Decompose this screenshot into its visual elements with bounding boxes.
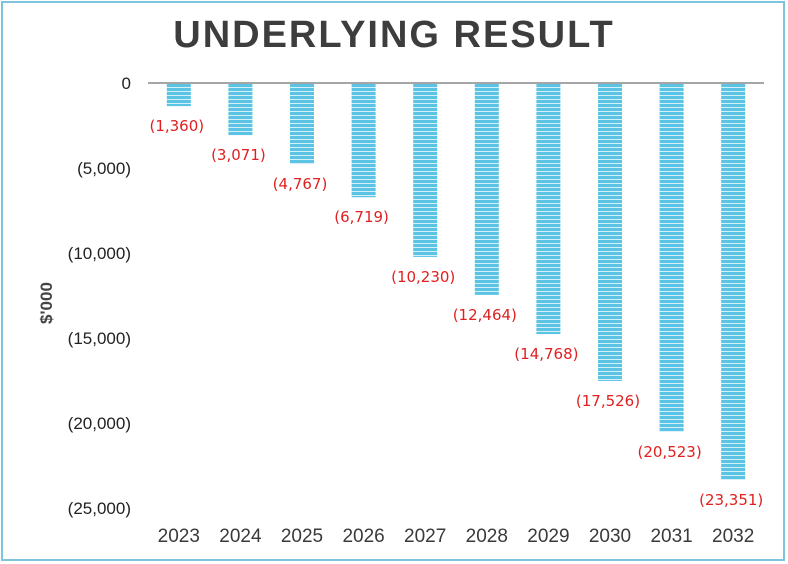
bar bbox=[474, 83, 499, 295]
bar bbox=[536, 83, 561, 335]
bar bbox=[659, 83, 684, 432]
data-label: (6,719) bbox=[334, 208, 389, 226]
y-tick-label: (20,000) bbox=[68, 414, 131, 433]
bar bbox=[598, 83, 622, 381]
y-tick-label: (15,000) bbox=[68, 329, 131, 348]
y-tick-label: (5,000) bbox=[77, 159, 131, 178]
x-tick-label: 2023 bbox=[158, 526, 200, 547]
data-label: (20,523) bbox=[637, 443, 701, 461]
y-tick-label: 0 bbox=[122, 74, 131, 93]
bar bbox=[166, 83, 191, 107]
x-tick-label: 2026 bbox=[342, 526, 384, 547]
x-tick-label: 2028 bbox=[466, 526, 508, 547]
y-axis-label: $'000 bbox=[37, 282, 56, 324]
bar bbox=[721, 83, 746, 480]
data-label: (4,767) bbox=[273, 175, 328, 193]
chart-title: UNDERLYING RESULT bbox=[173, 14, 615, 56]
x-tick-label: 2027 bbox=[404, 526, 446, 547]
x-tick-label: 2029 bbox=[527, 526, 569, 547]
y-tick-label: (25,000) bbox=[68, 499, 131, 518]
data-label: (17,526) bbox=[576, 392, 640, 410]
data-label: (12,464) bbox=[453, 306, 517, 324]
data-label: (10,230) bbox=[391, 268, 455, 286]
data-label: (1,360) bbox=[149, 117, 204, 135]
bar bbox=[413, 83, 438, 257]
y-tick-label: (10,000) bbox=[68, 244, 131, 263]
x-tick-label: 2025 bbox=[281, 526, 323, 547]
data-label: (3,071) bbox=[211, 146, 266, 164]
x-tick-label: 2024 bbox=[219, 526, 262, 547]
data-label: (23,351) bbox=[699, 491, 763, 509]
x-tick-label: 2032 bbox=[712, 526, 754, 547]
bar bbox=[290, 83, 314, 165]
bar bbox=[351, 83, 376, 198]
x-tick-label: 2030 bbox=[589, 526, 631, 547]
data-label: (14,768) bbox=[514, 345, 578, 363]
bar bbox=[228, 83, 253, 136]
x-tick-label: 2031 bbox=[650, 526, 692, 547]
